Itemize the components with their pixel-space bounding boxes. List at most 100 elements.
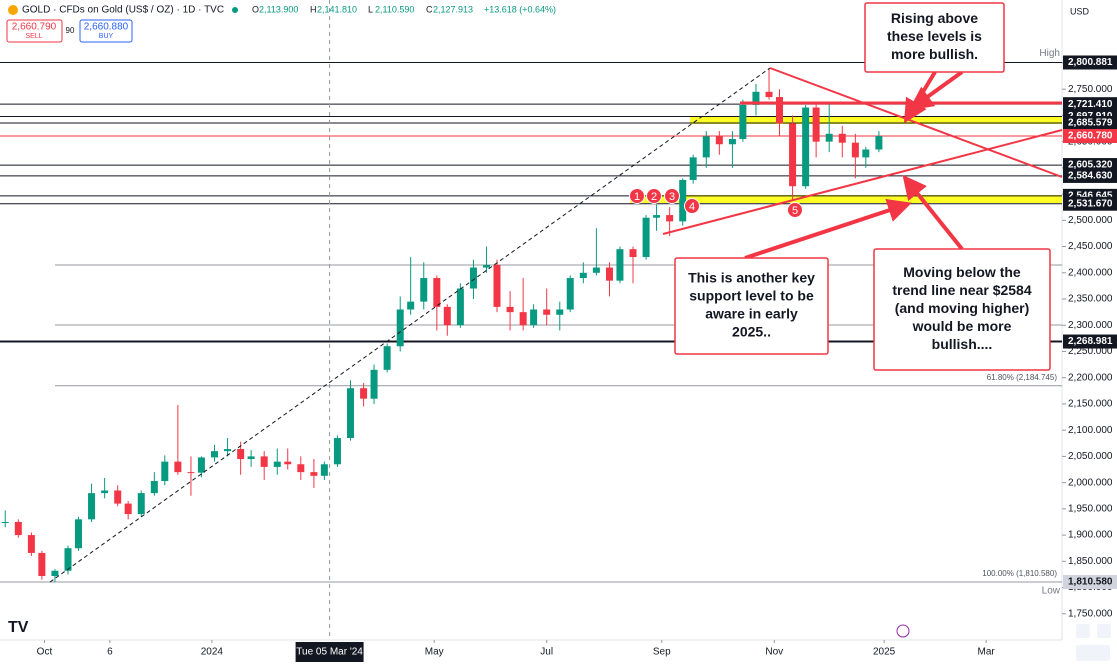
- candles: [1, 68, 883, 582]
- candle-body: [666, 215, 674, 222]
- candle-body: [124, 503, 132, 515]
- marker-circle: [629, 188, 645, 204]
- callout-text: would be more: [912, 318, 1012, 334]
- ohlc-value: 2,113.900: [259, 4, 298, 14]
- symbol: GOLD · CFDs on Gold (US$ / OZ) · 1D · TV…: [22, 5, 224, 16]
- candle-body: [64, 548, 72, 571]
- y-tick-label: 2,100.000: [1068, 425, 1113, 436]
- level-label-bg: [1063, 168, 1117, 183]
- x-tick-label: May: [425, 647, 444, 658]
- candle-body: [74, 519, 82, 549]
- y-tick-label: 2,450.000: [1068, 241, 1113, 252]
- y-tick-label: 1,850.000: [1068, 556, 1113, 567]
- arrow: [908, 70, 964, 111]
- y-tick-label: 2,300.000: [1068, 320, 1113, 331]
- candle-body: [629, 249, 637, 258]
- candle-body: [210, 451, 218, 458]
- axes: 1,750.0001,800.0001,850.0001,900.0001,95…: [37, 0, 1117, 662]
- trendline: [662, 129, 1063, 235]
- candle-body: [592, 267, 600, 273]
- header: GOLD · CFDs on Gold (US$ / OZ) · 1D · TV…: [6, 4, 556, 43]
- candle-body: [360, 388, 368, 399]
- callout-box: [674, 257, 829, 355]
- callout-box: [873, 248, 1051, 371]
- candle-body: [456, 288, 464, 326]
- callout-text: these levels is: [887, 28, 982, 44]
- ohlc-key: L: [368, 4, 373, 14]
- level-label: 1,810.580: [1068, 577, 1113, 588]
- candle-body: [579, 272, 587, 279]
- candle-body: [273, 461, 281, 467]
- candle-body: [802, 107, 810, 187]
- candle-body: [616, 249, 624, 281]
- candle-body: [161, 461, 169, 482]
- candle-body: [38, 552, 46, 576]
- marker-circle: [664, 188, 680, 204]
- y-tick-label: 2,250.000: [1068, 346, 1113, 357]
- candle-body: [407, 301, 415, 310]
- arrow: [902, 174, 964, 251]
- level-label-bg: [1063, 574, 1117, 589]
- candle-body: [789, 123, 797, 187]
- candle-body: [556, 309, 564, 315]
- y-tick-label: 2,150.000: [1068, 399, 1113, 410]
- x-tick-label: 6: [107, 647, 113, 658]
- auto-button[interactable]: [1076, 624, 1090, 638]
- candle-body: [530, 309, 538, 326]
- candle-body: [27, 535, 35, 553]
- markers: 1 2 3 4 5: [629, 188, 803, 218]
- level-label: 2,584.630: [1068, 171, 1113, 182]
- marker-circle: [684, 198, 700, 214]
- sell-label: SELL: [25, 33, 42, 40]
- candle-body: [137, 493, 145, 515]
- callout-text: 2025..: [732, 324, 771, 340]
- candle-body: [851, 142, 859, 158]
- level-label: 2,268.981: [1068, 336, 1113, 347]
- y-tick-label: 2,350.000: [1068, 294, 1113, 305]
- buy-label: BUY: [99, 33, 114, 40]
- candle-body: [506, 306, 514, 313]
- candle-body: [752, 91, 760, 105]
- marker-label: 2: [651, 191, 657, 203]
- sell-price: 2,660.790: [12, 22, 57, 33]
- candle-body: [862, 149, 870, 158]
- buy-button[interactable]: [79, 19, 133, 43]
- candle-body: [702, 136, 710, 158]
- x-tick-label: Oct: [37, 647, 53, 658]
- ohlc-value: 2,141.810: [317, 4, 357, 14]
- candle-body: [605, 267, 613, 281]
- y-tick-label: 1,900.000: [1068, 530, 1113, 541]
- candle-body: [812, 107, 820, 142]
- ohlc-key: O: [252, 4, 259, 14]
- candle-body: [150, 481, 158, 494]
- candle-body: [469, 267, 477, 289]
- settings-button[interactable]: [1076, 645, 1110, 661]
- support-band: [630, 195, 1062, 203]
- candle-body: [101, 490, 109, 494]
- spread: 90: [66, 26, 75, 35]
- candle-body: [224, 449, 232, 452]
- level-label: 2,721.410: [1068, 99, 1113, 110]
- candle-body: [51, 570, 59, 576]
- fib-label: 100.00% (1,810.580): [982, 569, 1057, 578]
- x-tick-label: 2025: [873, 647, 896, 658]
- candle-body: [383, 346, 391, 370]
- x-tick-label: Tue 05 Mar '24: [296, 647, 363, 658]
- y-tick-label: 2,050.000: [1068, 451, 1113, 462]
- candle-body: [715, 136, 723, 145]
- x-tick-label: Mar: [978, 647, 996, 658]
- symbol-icon: [8, 5, 18, 15]
- market-status: [232, 7, 238, 13]
- candle-body: [237, 449, 245, 460]
- log-button[interactable]: [1097, 624, 1111, 638]
- level-label-bg: [1063, 55, 1117, 70]
- candle-body: [260, 456, 268, 467]
- callout-text: bullish....: [932, 336, 993, 352]
- level-label-bg: [1063, 97, 1117, 112]
- level-label: 2,800.881: [1068, 57, 1113, 68]
- callout-text: (and moving higher): [895, 300, 1030, 316]
- callout-text: Rising above: [891, 10, 978, 26]
- sell-button[interactable]: [6, 19, 63, 43]
- level-label-bg: [1063, 115, 1117, 130]
- dashed-trendline: [49, 67, 771, 583]
